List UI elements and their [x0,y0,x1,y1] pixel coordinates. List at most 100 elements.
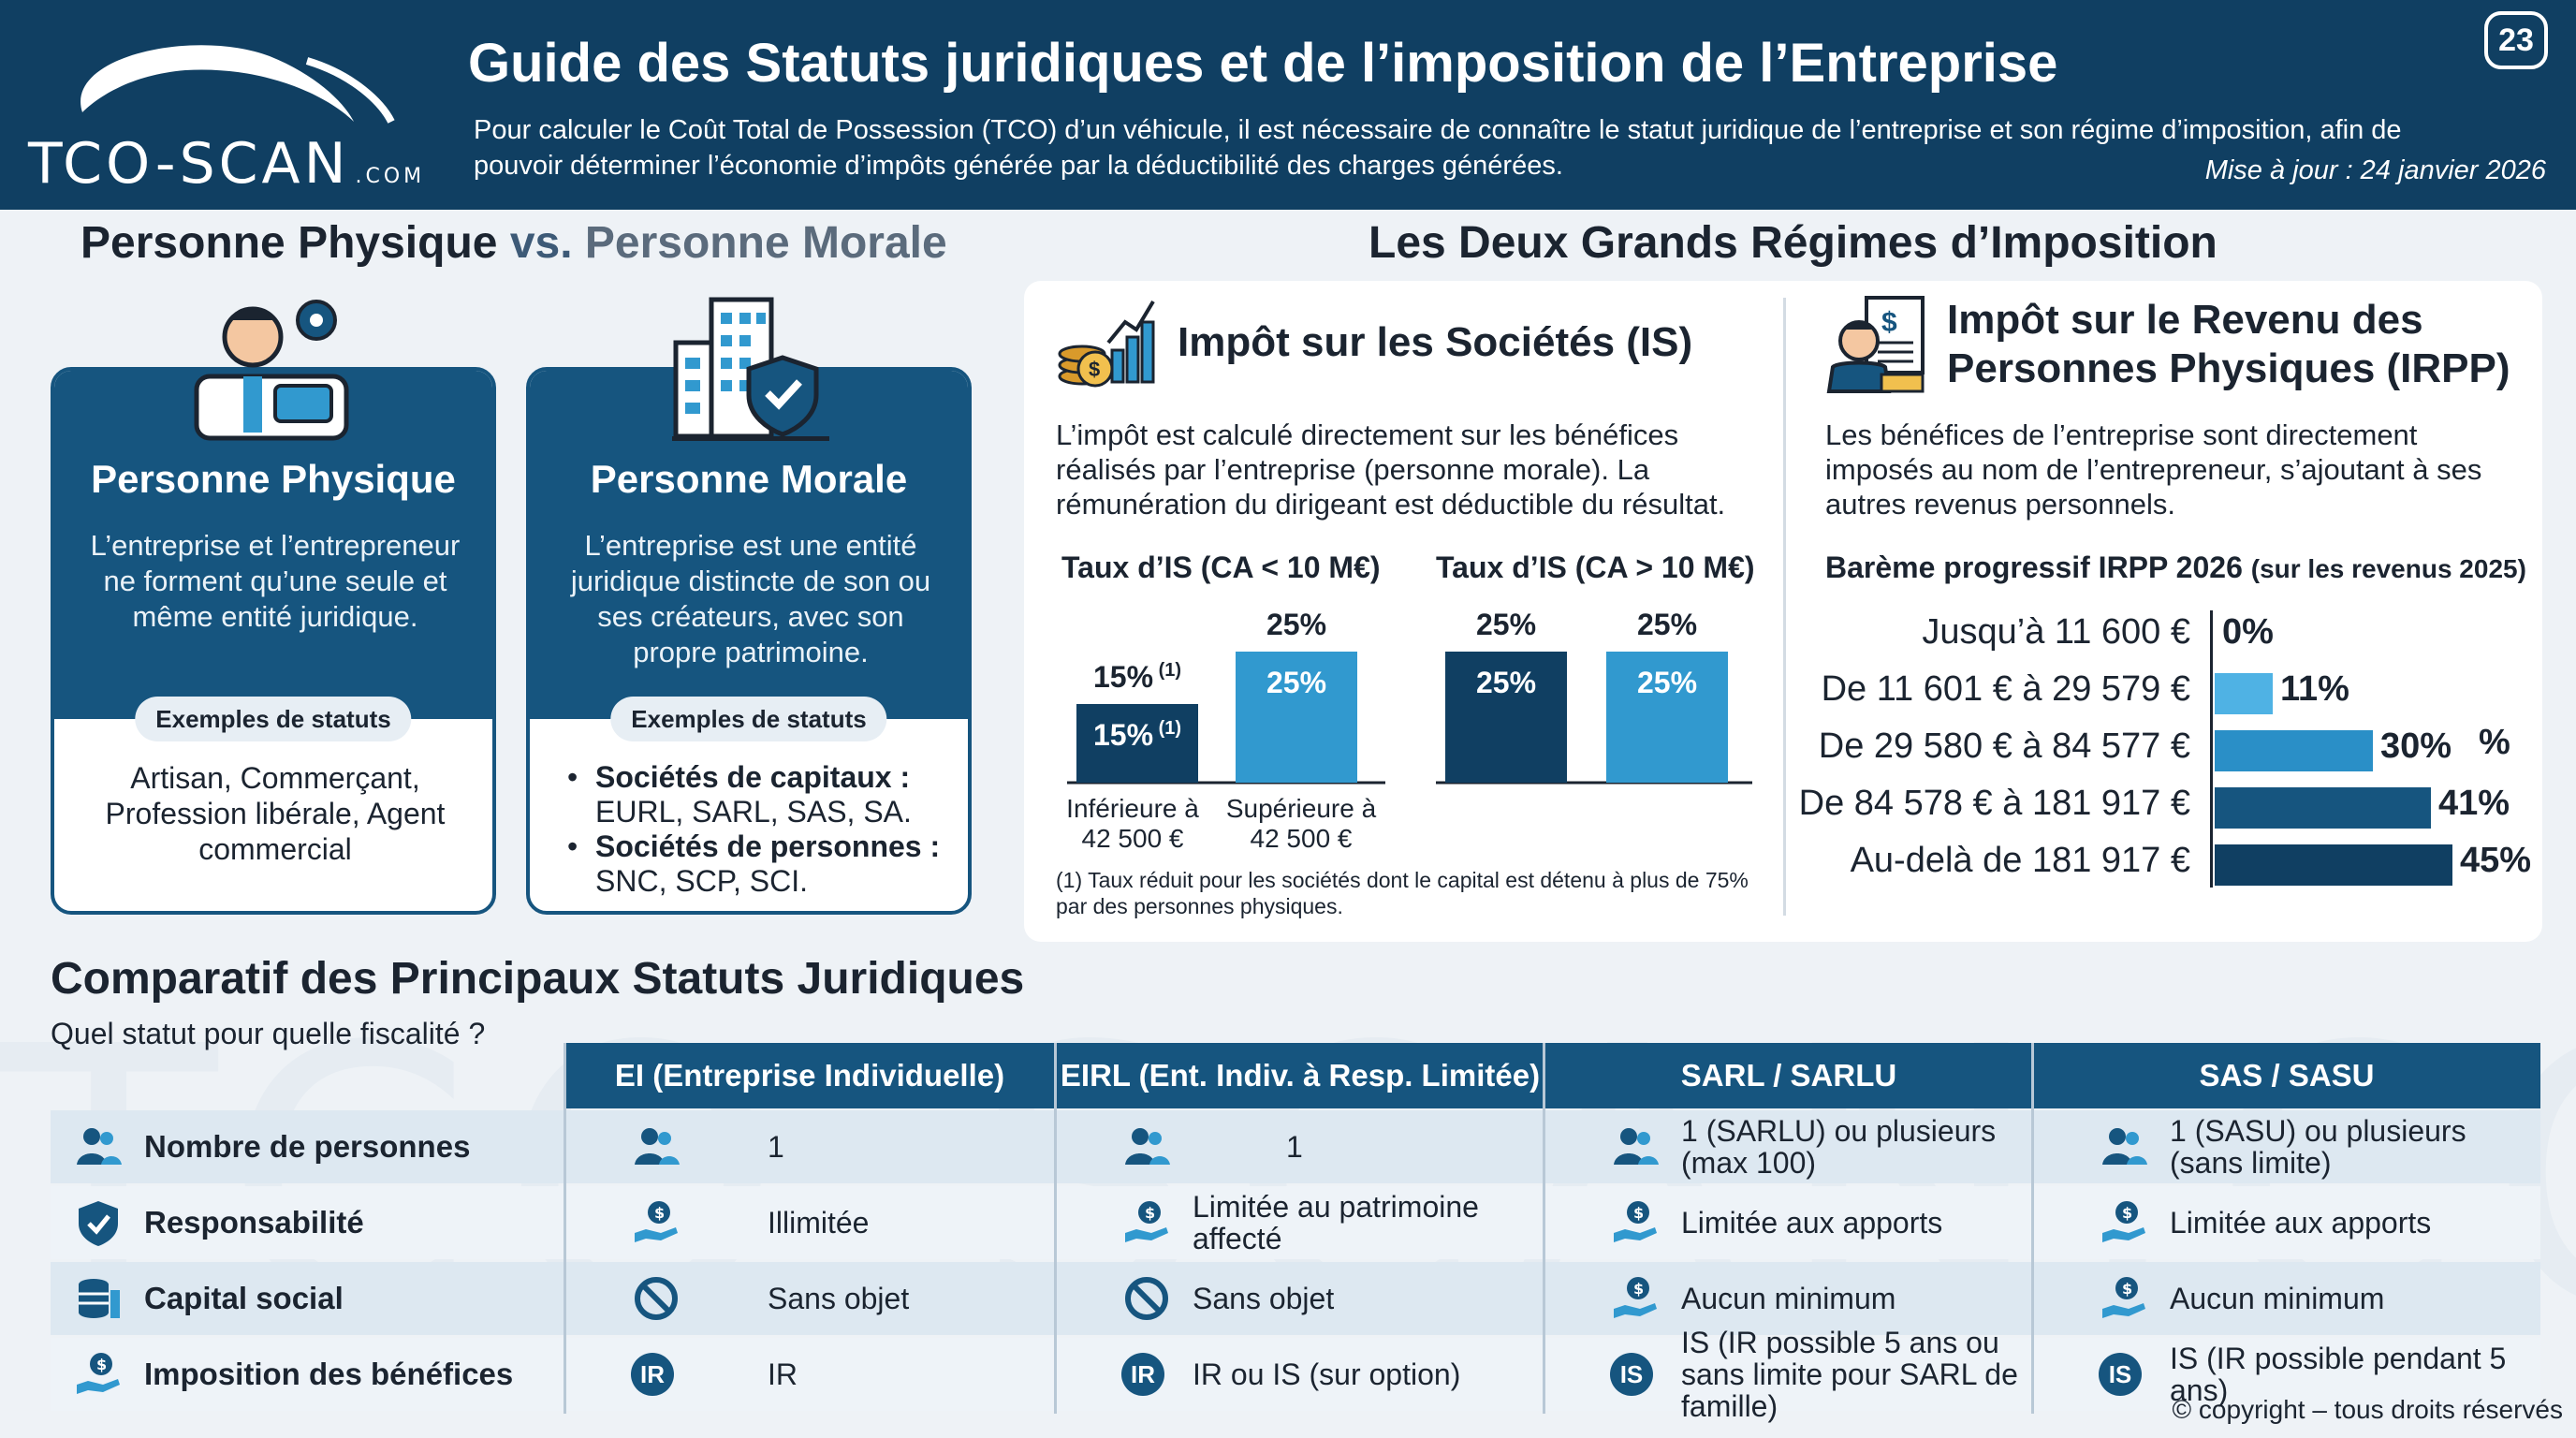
cell-text: Illimitée [768,1206,870,1240]
is-title: Impôt sur les Sociétés (IS) [1178,319,1693,365]
cell-text: 1 [768,1130,784,1164]
irpp-rate-label: 41% [2438,784,2510,823]
table-cell: IS IS (IR possible pendant 5 ans) [2099,1338,2512,1411]
table-cell: 1 (SARLU) ou plusieurs (max 100) [1610,1110,2024,1183]
row-label: Responsabilité [144,1205,364,1240]
money-hand-icon: $ [2102,1201,2145,1242]
coins-icon [79,1279,120,1318]
irpp-bar [2215,844,2452,886]
cell-text: 1 (SARLU) ou plusieurs (max 100) [1681,1114,1997,1180]
is-badge-icon: IS [1610,1353,1653,1396]
irpp-scale-title: Barème progressif IRPP 2026 (sur les rev… [1825,550,2526,584]
table-column-header: EIRL (Ent. Indiv. à Resp. Limitée) [1056,1043,1544,1108]
table-column-header: SARL / SARLU [1544,1043,2033,1108]
is-description: L’impôt est calculé directement sur les … [1056,418,1726,521]
table-row-header: Nombre de personnes [73,1110,560,1183]
cell-text: Aucun minimum [2170,1282,2385,1315]
page-number-badge: 23 [2484,11,2548,69]
is-bar [1236,652,1357,783]
people-icon [2102,1128,2147,1165]
money-hand-icon: $ [1614,1201,1657,1242]
ir-badge-icon: IR [1121,1353,1164,1396]
irpp-bar [2215,787,2431,829]
update-date: Mise à jour : 24 janvier 2026 [2204,155,2546,185]
table-column-header: EI (Entreprise Individuelle) [565,1043,1054,1108]
page-title: Guide des Statuts juridiques et de l’imp… [468,33,2058,94]
money-hand-icon: $ [1614,1277,1657,1318]
table-cell: 1 (SASU) ou plusieurs (sans limite) [2099,1110,2512,1183]
card-title: Personne Morale [590,457,908,501]
svg-text:$: $ [2122,1204,2132,1222]
table-column-header: SAS / SASU [2033,1043,2540,1108]
is-chart1-title: Taux d’IS (CA < 10 M€) [1061,550,1381,584]
irpp-extra-mark: % [2479,723,2510,762]
table-divider [1543,1043,1545,1414]
table-cell: 1 [631,1110,1045,1183]
cell-text: Aucun minimum [1681,1282,1896,1315]
taxpayer-document-icon: $ [1826,296,1925,393]
irpp-bar [2215,730,2373,771]
svg-text:$: $ [1145,1204,1155,1222]
irpp-axis [2210,610,2213,888]
people-icon [1614,1128,1659,1165]
table-row-header: Capital social [73,1262,560,1335]
svg-text:$: $ [1089,358,1100,381]
x-axis-label: Supérieure à 42 500 € [1225,794,1377,853]
card-description: L’entreprise et l’entrepreneur ne formen… [90,529,461,633]
bar-top-label: 25% [1476,608,1536,641]
svg-text:$: $ [2122,1280,2132,1298]
is-bar [1076,704,1198,783]
bar-top-label: 25% [1637,608,1697,641]
examples-list: Sociétés de capitaux :EURL, SARL, SAS, S… [567,760,960,899]
irpp-rate-label: 0% [2222,612,2274,652]
list-item: Sociétés de personnes :SNC, SCP, SCI. [567,829,960,899]
table-row [51,1110,2540,1183]
svg-text:$: $ [654,1204,665,1222]
logo-swoosh-icon [80,45,395,124]
svg-text:$: $ [1633,1280,1644,1298]
forbidden-icon [1125,1277,1168,1320]
ir-badge-icon: IR [631,1353,674,1396]
comparison-title: Comparatif des Principaux Statuts Juridi… [51,954,1025,1004]
table-cell: $ Aucun minimum [1610,1262,2024,1335]
cell-text: Sans objet [1193,1282,1335,1315]
cell-text: Limitée aux apports [1681,1206,1943,1240]
irpp-rate-label: 30% [2380,726,2452,766]
bar-value-label: 25% [1266,666,1326,699]
card-personne-morale: Personne Morale L’entreprise est une ent… [526,367,972,915]
irpp-description: Les bénéfices de l’entreprise sont direc… [1825,418,2482,521]
table-cell: $ Illimitée [631,1186,1045,1259]
cell-text: Limitée au patrimoine affecté [1193,1190,1479,1255]
irpp-title: Impôt sur le Revenu des Personnes Physiq… [1947,297,2510,391]
cell-text: IS (IR possible 5 ans ou sans limite pou… [1681,1326,2018,1423]
irpp-bracket-label: De 11 601 € à 29 579 € [1821,669,2190,709]
people-icon [77,1128,122,1165]
list-item: Sociétés de capitaux :EURL, SARL, SAS, S… [567,760,960,829]
table-cell: Sans objet [631,1262,1045,1335]
card-title: Personne Physique [91,457,456,501]
table-cell: $ Aucun minimum [2099,1262,2512,1335]
card-personne-physique: Personne Physique L’entreprise et l’entr… [51,367,496,915]
svg-text:$: $ [1633,1204,1644,1222]
examples-label: Exemples de statuts [135,697,412,741]
card-description: L’entreprise est une entité juridique di… [570,529,931,668]
building-shield-icon [672,297,829,441]
table-row-header: $ Imposition des bénéfices [73,1338,560,1411]
table-cell: Sans objet [1121,1262,1535,1335]
irpp-rate-label: 45% [2460,841,2532,880]
table-cell: IS IS (IR possible 5 ans ou sans limite p… [1610,1327,2024,1422]
table-divider [564,1043,566,1414]
shield-icon [79,1201,118,1246]
is-chart2-title: Taux d’IS (CA > 10 M€) [1436,550,1755,584]
table-divider [2031,1043,2034,1414]
table-cell: $ Limitée au patrimoine affecté [1121,1186,1535,1259]
entrepreneur-icon [194,300,349,441]
irpp-bracket-label: Au-delà de 181 917 € [1850,841,2190,880]
bar-value-label: 25% [1476,666,1536,699]
irpp-rate-label: 11% [2280,669,2349,709]
is-footnote: (1) Taux réduit pour les sociétés dont l… [1056,868,1749,918]
cell-text: IR [768,1357,798,1391]
row-label: Nombre de personnes [144,1129,471,1164]
money-hand-icon: $ [635,1201,678,1242]
cell-text: 1 (SASU) ou plusieurs (sans limite) [2170,1114,2466,1180]
